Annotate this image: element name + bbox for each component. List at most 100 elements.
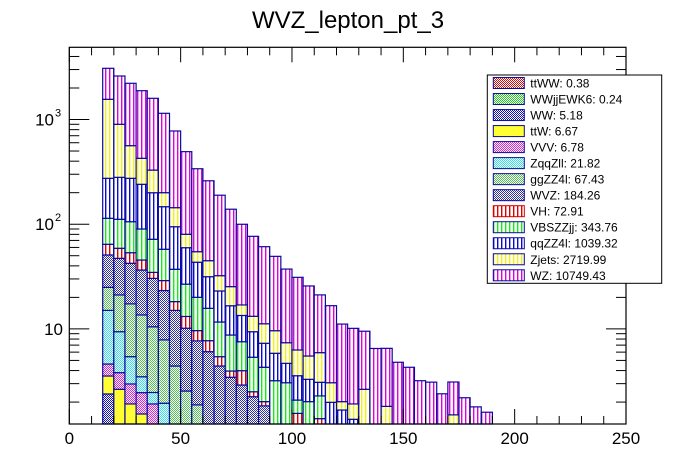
legend-entry-WZ: WZ: 10749.43	[492, 269, 606, 283]
x-tick-label: 100	[278, 429, 306, 448]
bar-WZ-bin-1	[113, 75, 126, 125]
bar-WZ-bin-8	[191, 168, 204, 253]
bar-ggZZ4l-bin-3	[135, 314, 148, 378]
legend-swatch	[492, 221, 525, 234]
legend-entry-Zjets: Zjets: 2719.99	[492, 253, 607, 267]
bar-WZ-bin-25	[380, 347, 393, 407]
bar-qqZZ4l-bin-20	[324, 401, 338, 425]
bar-qqZZ4l-bin-0	[102, 177, 115, 219]
legend-entry-WVZ: WVZ: 184.26	[492, 189, 601, 203]
legend-entry-qqZZ4l: qqZZ4l: 1039.32	[492, 237, 618, 251]
bar-WZ-bin-10	[213, 194, 226, 277]
bar-VBSZZjj-bin-6	[168, 268, 182, 303]
bar-VBSZZjj-bin-0	[102, 217, 115, 245]
bar-Zjets-bin-11	[224, 286, 237, 307]
bar-WZ-bin-11	[224, 208, 237, 288]
bar-Zjets-bin-13	[246, 315, 260, 333]
legend-swatch	[492, 237, 525, 250]
bar-qqZZ4l-bin-7	[180, 247, 193, 285]
bar-WZ-bin-28	[413, 380, 427, 425]
bar-WZ-bin-7	[180, 151, 193, 235]
bar-Zjets-bin-20	[324, 382, 338, 403]
bar-VVV-bin-1	[113, 372, 126, 390]
bar-Zjets-bin-3	[135, 157, 148, 185]
bar-WZ-bin-9	[202, 180, 215, 262]
bar-WZ-bin-12	[235, 223, 249, 306]
bar-ggZZ4l-bin-6	[168, 365, 182, 425]
bar-VBSZZjj-bin-7	[180, 283, 193, 318]
bar-WVZ-bin-10	[213, 365, 226, 425]
x-tick-label: 250	[612, 429, 640, 448]
bar-Zjets-bin-23	[358, 388, 371, 425]
bar-WZ-bin-17	[291, 276, 304, 351]
legend-swatch	[492, 269, 525, 282]
bar-VVV-bin-2	[124, 383, 137, 405]
bar-WZ-bin-29	[424, 381, 438, 425]
bar-qqZZ4l-bin-21	[335, 409, 349, 425]
bar-ZqqZll-bin-3	[135, 376, 148, 394]
legend-entry-ZqqZll: ZqqZll: 21.82	[492, 157, 601, 171]
bar-VH-bin-0	[102, 243, 115, 256]
bar-WVZ-bin-3	[135, 269, 148, 316]
bar-Zjets-bin-22	[347, 403, 360, 420]
bar-Zjets-bin-9	[202, 260, 215, 278]
legend-label: WW: 5.18	[530, 109, 583, 123]
bar-qqZZ4l-bin-2	[124, 177, 137, 223]
legend-swatch	[492, 157, 525, 170]
bar-WZ-bin-32	[458, 397, 471, 425]
legend: ttWW: 0.38 WWjjEWK6: 0.24 WW: 5.18 ttW: 6.6…	[486, 74, 663, 284]
bar-VH-bin-19	[313, 418, 326, 425]
legend-label: VVV: 6.78	[530, 141, 584, 155]
bar-WVZ-bin-12	[235, 384, 249, 425]
legend-label: ggZZ4l: 67.43	[530, 173, 604, 187]
legend-label: Zjets: 2719.99	[530, 253, 606, 267]
bar-WZ-bin-15	[269, 255, 282, 332]
bar-VBSZZjj-bin-8	[191, 296, 204, 332]
bar-WZ-bin-30	[436, 393, 449, 425]
bar-VBSZZjj-bin-10	[213, 321, 226, 358]
bar-VVV-bin-3	[135, 392, 148, 415]
legend-label: ZqqZll: 21.82	[530, 157, 600, 171]
y-tick-label: 10	[35, 215, 54, 234]
bar-VBSZZjj-bin-5	[157, 248, 171, 282]
bar-Zjets-bin-16	[280, 342, 293, 364]
bar-Zjets-bin-7	[180, 233, 193, 249]
bar-WZ-bin-22	[347, 327, 360, 405]
bar-WZ-bin-4	[146, 97, 159, 171]
bar-ttW-bin-0	[102, 375, 115, 395]
bar-VH-bin-7	[180, 315, 193, 329]
bar-qqZZ4l-bin-16	[280, 362, 293, 384]
legend-entry-ttWW: ttWW: 0.38	[492, 77, 590, 91]
bar-WW-bin-0	[102, 393, 115, 425]
legend-label: WZ: 10749.43	[530, 269, 606, 283]
bar-WZ-bin-20	[324, 305, 338, 384]
bar-ggZZ4l-bin-4	[146, 326, 159, 394]
bar-VH-bin-4	[146, 271, 159, 279]
legend-label: VBSZZjj: 343.76	[530, 221, 618, 235]
bar-WZ-bin-34	[480, 411, 493, 425]
bar-WZ-bin-2	[124, 82, 137, 147]
legend-label: WVZ: 184.26	[530, 189, 600, 203]
legend-entry-WW: WW: 5.18	[492, 109, 583, 123]
bar-WZ-bin-27	[402, 366, 416, 425]
bar-WVZ-bin-8	[191, 340, 204, 406]
bar-WZ-bin-5	[157, 112, 171, 194]
bar-qqZZ4l-bin-4	[146, 192, 159, 240]
bar-qqZZ4l-bin-13	[246, 331, 260, 358]
bar-WVZ-bin-0	[102, 254, 115, 288]
bar-VH-bin-10	[213, 356, 226, 367]
series-WVZ	[102, 254, 271, 425]
bar-Zjets-bin-21	[335, 401, 349, 411]
bar-ZqqZll-bin-1	[113, 331, 126, 374]
bar-VBSZZjj-bin-3	[135, 228, 148, 261]
bar-qqZZ4l-bin-14	[257, 342, 271, 368]
histogram-bars	[102, 67, 493, 425]
bar-qqZZ4l-bin-12	[235, 314, 249, 343]
bar-WZ-bin-6	[168, 130, 182, 209]
bar-WVZ-bin-6	[168, 309, 182, 367]
bar-Zjets-bin-5	[157, 192, 171, 208]
bar-VBSZZjj-bin-4	[146, 238, 159, 273]
bar-ttW-bin-1	[113, 388, 126, 425]
bar-WZ-bin-31	[447, 381, 460, 416]
